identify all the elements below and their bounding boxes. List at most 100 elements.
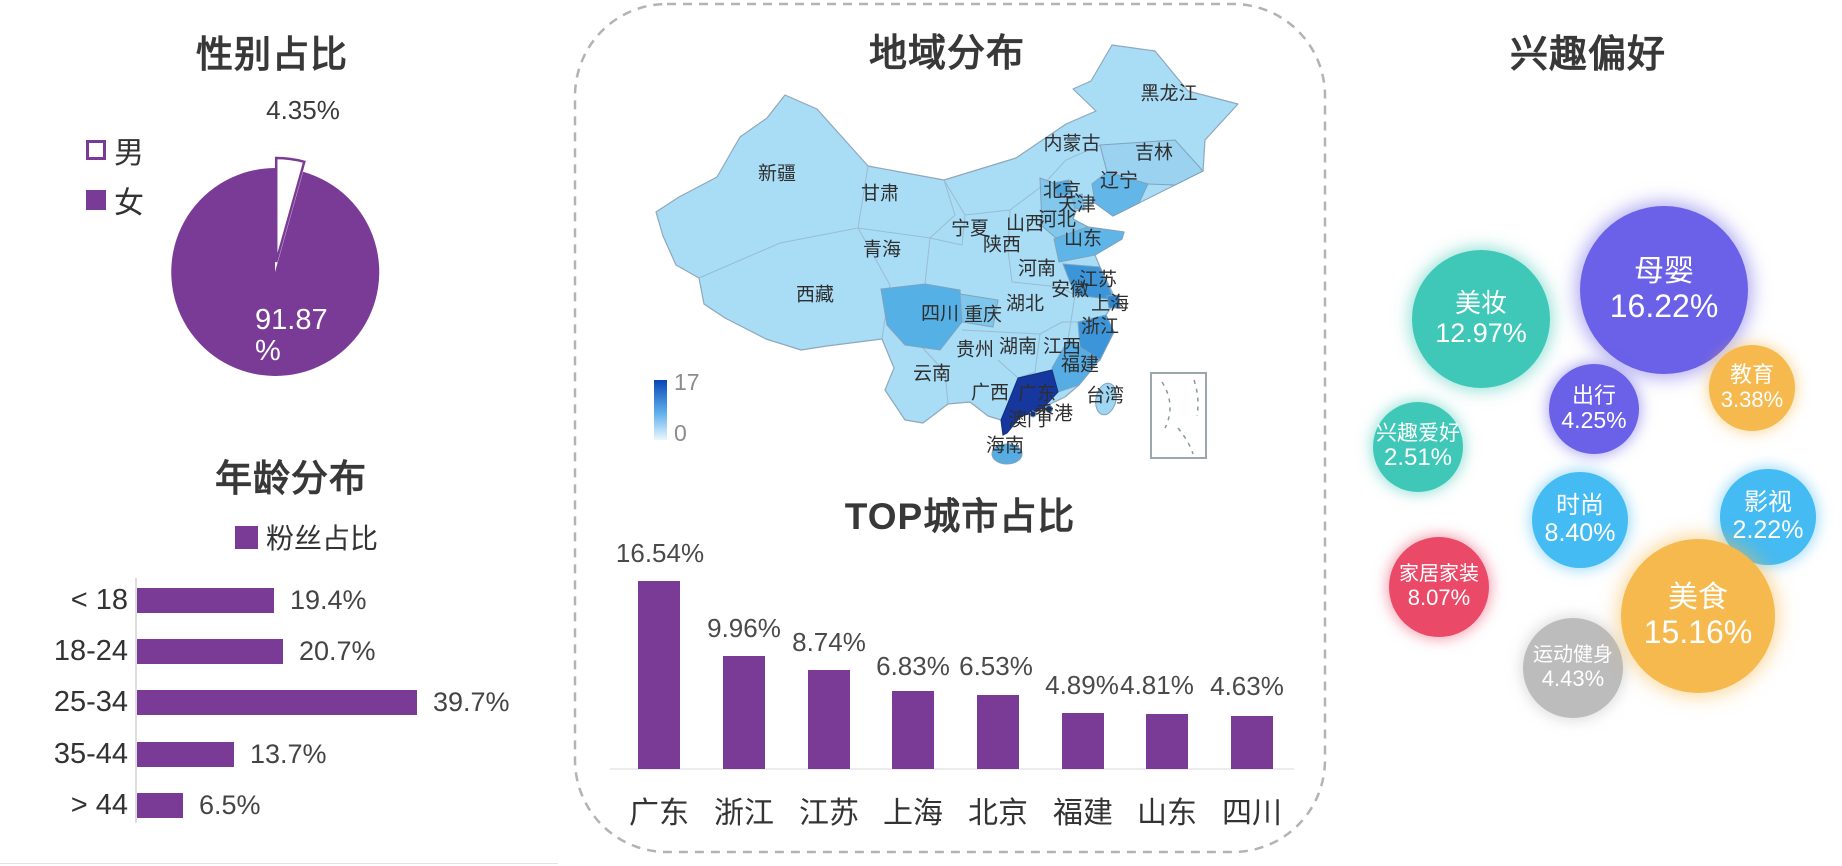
city-bar — [808, 670, 850, 769]
city-bar — [638, 581, 680, 769]
bubble-meizhuang: 美妆 12.97% — [1412, 250, 1550, 388]
city-bar — [723, 656, 765, 769]
region-taiwan — [1095, 382, 1117, 416]
male-slice-value: 4.35% — [266, 95, 340, 125]
bubble-label: 家居家装 — [1399, 563, 1479, 586]
gender-legend-male[interactable]: 男 — [86, 128, 144, 172]
south-china-sea-inset — [1150, 372, 1207, 459]
province-label-ningxia: 宁夏 — [950, 218, 990, 240]
province-label-jilin: 吉林 — [1134, 142, 1174, 164]
female-legend-label: 女 — [114, 187, 144, 220]
region-shandong — [1053, 226, 1125, 263]
city-category: 上海 — [883, 797, 943, 830]
bubble-value: 4.25% — [1561, 407, 1627, 434]
bubble-value: 2.22% — [1732, 516, 1804, 545]
gender-chart-title: 性别占比 — [196, 34, 348, 75]
age-bar — [137, 639, 283, 664]
city-bar — [1062, 713, 1104, 769]
male-legend-label: 男 — [114, 137, 144, 170]
region-zhejiang — [1077, 314, 1115, 361]
bubble-value: 8.07% — [1407, 584, 1471, 610]
map-colorbar: 17 0 — [654, 369, 700, 446]
province-label-anhui: 安徽 — [1050, 279, 1090, 301]
top-cities-title: TOP城市占比 — [844, 496, 1076, 537]
province-label-jiangsu: 江苏 — [1078, 269, 1118, 291]
bubble-muying: 母婴 16.22% — [1580, 206, 1748, 374]
female-swatch-icon — [86, 190, 106, 210]
province-label-guizhou: 贵州 — [955, 339, 995, 361]
gender-pie-chart — [171, 156, 380, 376]
city-value: 4.89% — [1045, 670, 1119, 700]
age-legend[interactable]: 粉丝占比 — [235, 517, 378, 557]
province-label-shaanxi: 陕西 — [982, 234, 1022, 256]
region-shanghai — [1106, 294, 1121, 309]
bubble-label: 教育 — [1729, 362, 1774, 388]
bubble-shishang: 时尚 8.40% — [1532, 472, 1628, 568]
age-bar — [137, 588, 274, 613]
bubble-label: 时尚 — [1556, 491, 1604, 519]
pie-slice-male-exploded — [274, 156, 306, 263]
age-chart-title: 年龄分布 — [215, 458, 367, 499]
age-category: 25-34 — [53, 686, 128, 718]
age-bar — [137, 742, 234, 767]
region-hongkong — [1045, 405, 1053, 413]
colorbar-max-label: 17 — [674, 369, 700, 395]
province-borders — [698, 144, 1101, 405]
bubble-value: 8.40% — [1544, 519, 1616, 548]
province-label-shanghai: 上海 — [1090, 293, 1130, 315]
city-bar — [892, 691, 934, 769]
city-value: 6.83% — [876, 651, 950, 681]
male-swatch-icon — [86, 140, 106, 160]
region-panel-border — [573, 2, 1327, 854]
province-label-zhejiang: 浙江 — [1080, 316, 1120, 338]
bubble-value: 2.51% — [1383, 444, 1453, 472]
province-label-jiangxi: 江西 — [1042, 336, 1082, 358]
bubble-value: 16.22% — [1609, 287, 1719, 324]
city-bar — [1146, 714, 1188, 769]
city-value: 4.81% — [1120, 670, 1194, 700]
shaded-provinces — [880, 139, 1204, 465]
province-label-beijing: 北京 — [1042, 180, 1082, 202]
colorbar-min-label: 0 — [674, 420, 687, 446]
age-value: 6.5% — [199, 790, 261, 820]
province-label-shandong: 山东 — [1063, 228, 1103, 250]
gender-legend-female[interactable]: 女 — [86, 178, 144, 222]
province-label-hongkong: 香港 — [1034, 403, 1074, 425]
region-map-title: 地域分布 — [868, 33, 1025, 75]
city-category: 福建 — [1053, 797, 1113, 830]
bubble-value: 15.16% — [1643, 613, 1753, 650]
age-bar — [137, 793, 183, 818]
province-label-hunan: 湖南 — [998, 336, 1038, 358]
age-category: < 18 — [70, 584, 128, 616]
province-label-hainan: 海南 — [985, 435, 1025, 457]
bubble-jiaju-jiazhuang: 家居家装 8.07% — [1389, 537, 1489, 637]
city-category: 浙江 — [714, 797, 774, 830]
region-tianjin — [1071, 193, 1085, 211]
city-bar — [1231, 716, 1273, 769]
province-label-hubei: 湖北 — [1005, 293, 1045, 315]
region-chongqing — [959, 293, 999, 328]
province-label-xinjiang: 新疆 — [757, 163, 797, 185]
bubble-label: 影视 — [1744, 488, 1792, 516]
city-value: 9.96% — [707, 613, 781, 643]
fans-legend-label: 粉丝占比 — [266, 523, 379, 554]
region-beijing — [1053, 179, 1073, 197]
bubble-xingqu-aihao: 兴趣爱好 2.51% — [1373, 402, 1463, 492]
age-value: 13.7% — [250, 739, 327, 769]
age-category: 35-44 — [53, 738, 128, 770]
bubble-label: 出行 — [1571, 382, 1616, 408]
province-label-guangdong: 广东 — [1017, 383, 1057, 405]
province-label-tianjin: 天津 — [1057, 194, 1097, 216]
city-value: 16.54% — [615, 538, 705, 568]
region-guangdong — [1000, 369, 1059, 436]
female-slice-value: 91.87 % — [255, 305, 328, 367]
city-category: 四川 — [1222, 797, 1282, 830]
bubble-label: 兴趣爱好 — [1376, 421, 1460, 445]
province-label-chongqing: 重庆 — [963, 304, 1003, 326]
bubble-chuxing: 出行 4.25% — [1549, 364, 1639, 454]
female-value-main: 91.87 — [255, 304, 328, 336]
bubble-label: 美食 — [1668, 581, 1728, 615]
province-label-hebei: 河北 — [1037, 209, 1077, 231]
age-category: 18-24 — [53, 635, 128, 667]
